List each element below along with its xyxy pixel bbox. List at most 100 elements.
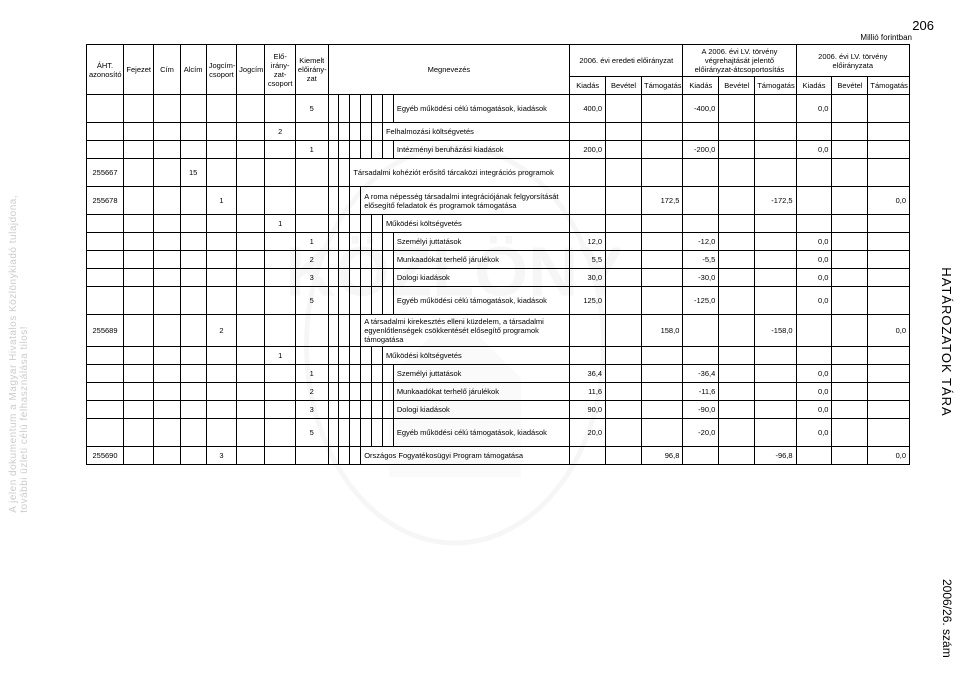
table-row: 2556892A társadalmi kirekesztés elleni k… [87, 315, 910, 347]
table-cell [372, 215, 383, 233]
table-cell: 15 [180, 159, 206, 187]
table-cell: 0,0 [796, 287, 832, 315]
col-aht: ÁHT. azonosító [87, 45, 124, 95]
table-cell [832, 215, 868, 233]
table-row: 5Egyéb működési célú támogatások, kiadás… [87, 287, 910, 315]
table-cell [180, 95, 206, 123]
table-cell [719, 269, 755, 287]
table-cell [868, 159, 910, 187]
table-cell [361, 215, 372, 233]
table-cell [372, 141, 383, 159]
table-cell [642, 287, 683, 315]
table-cell: 255667 [87, 159, 124, 187]
table-cell [237, 287, 265, 315]
table-cell [755, 141, 796, 159]
table-cell: 5 [295, 419, 328, 447]
table-cell [180, 233, 206, 251]
table-cell [180, 141, 206, 159]
table-cell [755, 159, 796, 187]
table-cell [124, 233, 154, 251]
table-cell [719, 141, 755, 159]
table-cell [832, 383, 868, 401]
table-cell: 1 [295, 141, 328, 159]
table-cell [350, 401, 361, 419]
table-cell [154, 233, 180, 251]
table-cell [642, 365, 683, 383]
table-cell [361, 287, 372, 315]
table-cell: 255678 [87, 187, 124, 215]
table-cell: -30,0 [683, 269, 719, 287]
table-cell [295, 315, 328, 347]
table-cell [382, 233, 393, 251]
col-kiadas-3: Kiadás [796, 77, 832, 95]
table-cell [361, 251, 372, 269]
table-cell [206, 159, 236, 187]
table-cell: 90,0 [570, 401, 606, 419]
table-cell: -96,8 [755, 447, 796, 465]
table-cell [642, 269, 683, 287]
table-cell [339, 287, 350, 315]
table-cell [606, 251, 642, 269]
table-cell [606, 447, 642, 465]
table-cell [796, 187, 832, 215]
table-cell [606, 287, 642, 315]
table-cell [832, 187, 868, 215]
table-cell: 125,0 [570, 287, 606, 315]
table-cell [265, 287, 295, 315]
table-cell [719, 315, 755, 347]
table-cell [796, 123, 832, 141]
table-cell [832, 251, 868, 269]
table-cell [350, 315, 361, 347]
table-cell [206, 269, 236, 287]
table-cell [87, 233, 124, 251]
table-cell [328, 95, 339, 123]
table-cell: -400,0 [683, 95, 719, 123]
table-cell [755, 95, 796, 123]
table-cell: Felhalmozási költségvetés [382, 123, 569, 141]
table-cell [350, 251, 361, 269]
table-cell [382, 141, 393, 159]
table-cell: 3 [206, 447, 236, 465]
table-cell [642, 123, 683, 141]
table-cell [719, 419, 755, 447]
col-bevetel-2: Bevétel [719, 77, 755, 95]
table-cell [350, 287, 361, 315]
table-cell [719, 287, 755, 315]
table-cell [755, 419, 796, 447]
col-megnevezes: Megnevezés [328, 45, 570, 95]
table-cell: -125,0 [683, 287, 719, 315]
table-cell [180, 269, 206, 287]
table-cell [719, 159, 755, 187]
table-cell [237, 401, 265, 419]
table-cell: Munkaadókat terhelő járulékok [393, 383, 569, 401]
table-cell [719, 383, 755, 401]
table-cell [206, 347, 236, 365]
table-cell [350, 187, 361, 215]
table-cell: 30,0 [570, 269, 606, 287]
col-tamogatas-1: Támogatás [642, 77, 683, 95]
table-cell [606, 365, 642, 383]
table-cell: 11,6 [570, 383, 606, 401]
table-cell [265, 187, 295, 215]
table-cell: 1 [265, 347, 295, 365]
table-cell [361, 123, 372, 141]
table-cell [570, 215, 606, 233]
table-cell [180, 419, 206, 447]
table-cell [154, 287, 180, 315]
table-cell [206, 215, 236, 233]
table-cell [372, 233, 383, 251]
table-row: 2Munkaadókat terhelő járulékok11,6-11,60… [87, 383, 910, 401]
table-cell [237, 187, 265, 215]
table-cell [868, 365, 910, 383]
table-cell [372, 269, 383, 287]
table-cell [719, 347, 755, 365]
table-cell [719, 215, 755, 233]
table-cell [206, 383, 236, 401]
table-cell [124, 447, 154, 465]
table-cell: 172,5 [642, 187, 683, 215]
table-cell [683, 123, 719, 141]
table-cell [180, 215, 206, 233]
table-row: 1Intézményi beruházási kiadások200,0-200… [87, 141, 910, 159]
table-cell [237, 269, 265, 287]
table-cell [87, 95, 124, 123]
